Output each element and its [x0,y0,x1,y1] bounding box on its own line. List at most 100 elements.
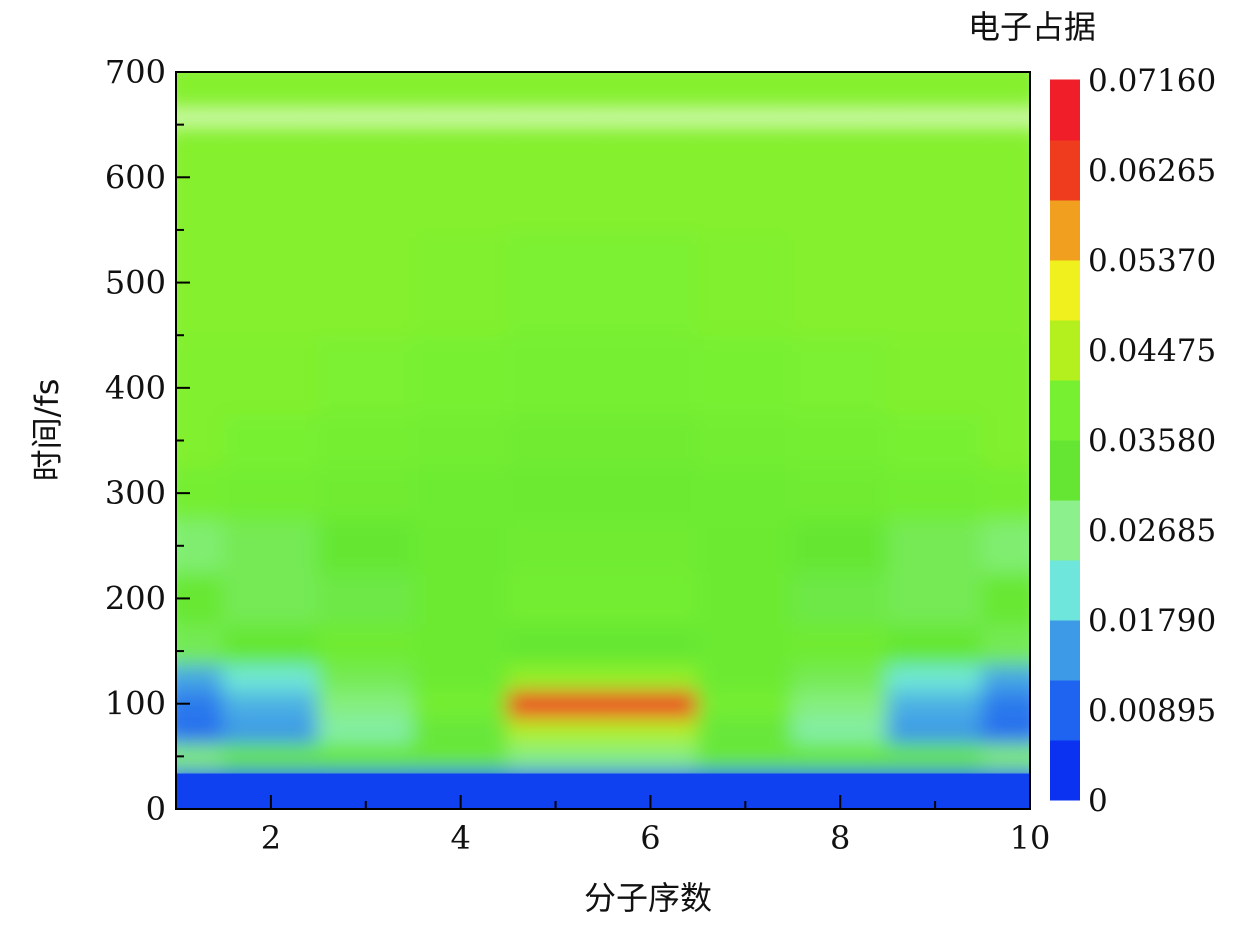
heat-cell [222,623,320,666]
heat-cell [696,571,794,626]
heat-cell [507,742,604,771]
heat-cell [602,518,699,574]
heat-cell [791,413,889,468]
heat-cell [981,623,1030,666]
heat-cell [507,123,604,231]
heat-cell [222,518,320,574]
heat-cell [791,334,889,416]
heat-cell [981,413,1030,468]
y-tick-label: 700 [105,53,166,91]
heat-cell [696,72,794,112]
heat-cell [602,623,699,666]
heat-cell [602,334,699,416]
heat-cell [981,334,1030,416]
heat-cell [981,228,1030,337]
y-tick-label: 0 [146,790,166,828]
heat-cell [886,518,984,574]
heat-cell [696,413,794,468]
heat-cell [791,571,889,626]
heat-cell [317,72,415,112]
heat-cell [412,742,510,771]
heat-cell [222,715,320,745]
heat-cell [981,742,1030,771]
heat-cell [317,465,415,521]
heat-cell [602,465,699,521]
heat-cell [696,228,794,337]
heat-cell [791,742,889,771]
heat-cell-base-band [176,773,1030,809]
heat-cell [507,715,604,745]
heat-cell [317,413,415,468]
heat-cell [886,413,984,468]
colorbar-tick-label: 0.05370 [1088,243,1216,279]
y-tick-label: 300 [105,474,166,512]
heat-cell [791,689,889,718]
heat-cell [507,663,604,692]
colorbar-tick-label: 0.07160 [1088,63,1216,99]
heat-cell [696,715,794,745]
heat-cell [412,465,510,521]
heat-cell [696,742,794,771]
heat-cell [602,72,699,112]
colorbar-tick-label: 0.01790 [1088,603,1216,639]
colorbar-swatch [1050,319,1080,381]
y-tick-label: 400 [105,369,166,407]
heat-cell [886,123,984,231]
heat-cell [176,742,225,771]
heat-cell [412,413,510,468]
heat-cell [317,623,415,666]
y-tick-label: 200 [105,579,166,617]
heat-cell [317,123,415,231]
x-tick-label: 2 [261,819,281,857]
heat-cell [176,228,225,337]
heat-cell [412,571,510,626]
colorbar-tick-label: 0.03580 [1088,423,1216,459]
heat-cell [791,518,889,574]
heat-cell [176,715,225,745]
colorbar-swatch [1050,739,1080,801]
heat-cell [317,689,415,718]
heat-cell [507,334,604,416]
heat-cell [696,623,794,666]
y-tick-label: 500 [105,264,166,302]
heat-cell [602,571,699,626]
heat-cell [602,228,699,337]
heat-cell [412,623,510,666]
heat-cell [412,689,510,718]
heat-cell [507,623,604,666]
heat-cell [886,742,984,771]
heatmap-cells [176,72,1030,809]
heat-cell [176,72,225,112]
colorbar-tick-label: 0.02685 [1088,513,1216,549]
heat-cell [412,663,510,692]
heat-cell [981,518,1030,574]
heat-cell [886,334,984,416]
heat-cell [981,571,1030,626]
heat-cell [507,689,604,718]
y-axis-title: 时间/fs [28,379,66,482]
heat-cell [602,689,699,718]
colorbar-swatch [1050,559,1080,621]
heat-cell [176,465,225,521]
heat-cell [176,413,225,468]
heat-cell [696,663,794,692]
heat-cell [412,518,510,574]
heat-cell [886,689,984,718]
heat-cell [602,663,699,692]
x-tick-label: 8 [830,819,850,857]
heat-cell [886,715,984,745]
heat-cell [791,123,889,231]
heat-cell [886,623,984,666]
heat-cell [507,465,604,521]
heat-cell [507,571,604,626]
heat-cell [176,334,225,416]
colorbar-swatch [1050,499,1080,561]
heat-cell [696,123,794,231]
heat-cell [981,123,1030,231]
heat-cell [317,571,415,626]
colorbar-swatch [1050,619,1080,681]
heat-cell [176,518,225,574]
heat-cell [176,623,225,666]
heat-cell [791,715,889,745]
